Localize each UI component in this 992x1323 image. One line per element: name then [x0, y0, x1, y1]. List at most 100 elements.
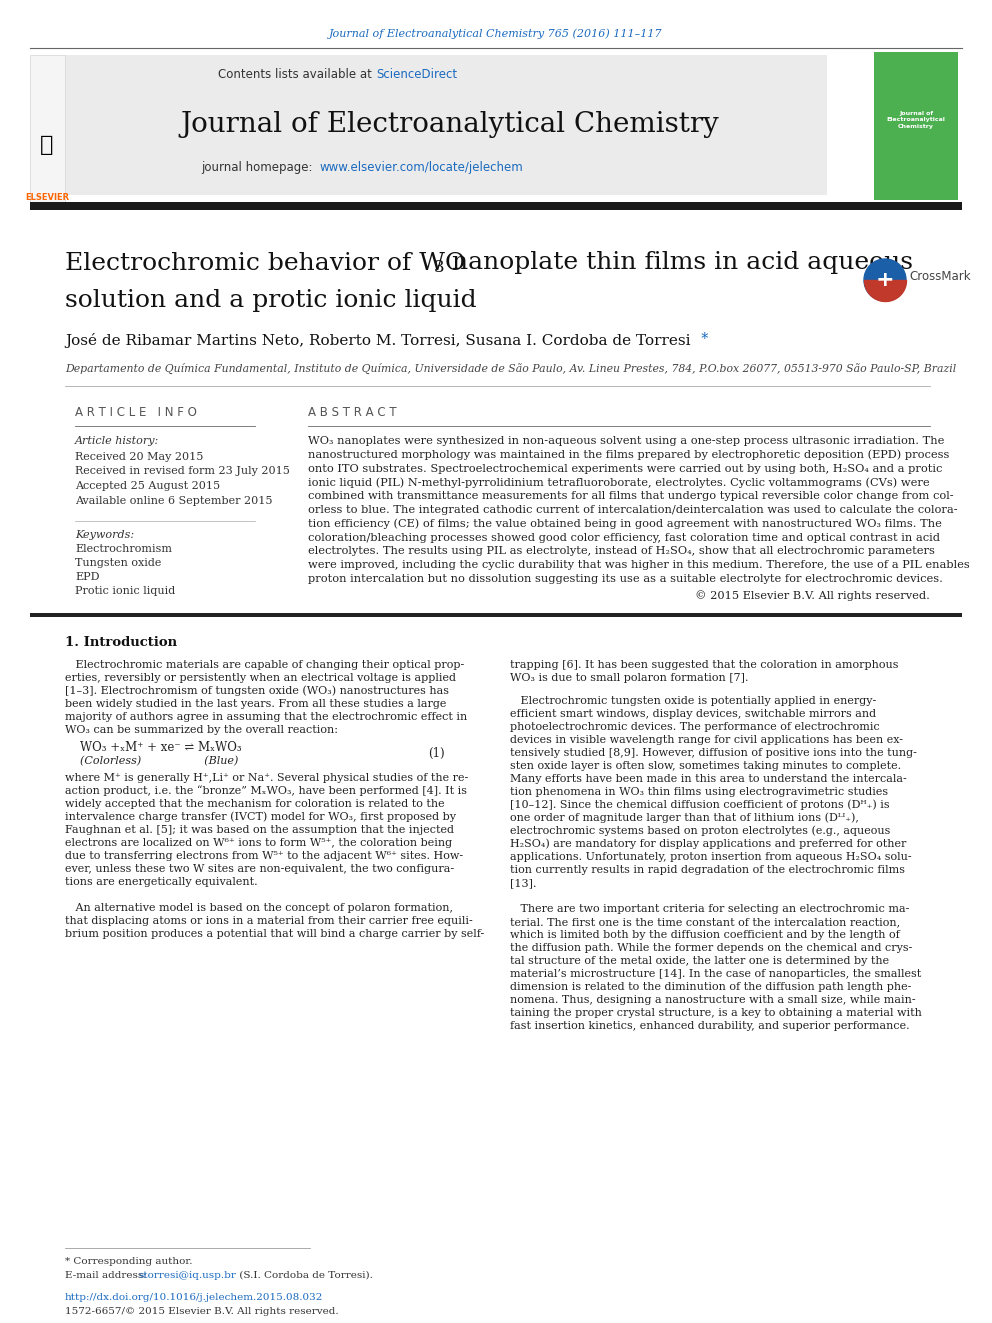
Text: that displacing atoms or ions in a material from their carrier free equili-: that displacing atoms or ions in a mater…	[65, 916, 473, 926]
FancyBboxPatch shape	[30, 56, 65, 205]
Text: 1572-6657/© 2015 Elsevier B.V. All rights reserved.: 1572-6657/© 2015 Elsevier B.V. All right…	[65, 1307, 338, 1315]
Text: ScienceDirect: ScienceDirect	[376, 69, 457, 82]
Text: majority of authors agree in assuming that the electrochromic effect in: majority of authors agree in assuming th…	[65, 712, 467, 722]
Text: tion phenomena in WO₃ thin films using electrogravimetric studies: tion phenomena in WO₃ thin films using e…	[510, 787, 888, 796]
Text: intervalence charge transfer (IVCT) model for WO₃, first proposed by: intervalence charge transfer (IVCT) mode…	[65, 811, 456, 822]
Text: ionic liquid (PIL) N-methyl-pyrrolidinium tetrafluoroborate, electrolytes. Cycli: ionic liquid (PIL) N-methyl-pyrrolidiniu…	[308, 478, 930, 488]
Text: Keywords:: Keywords:	[75, 531, 134, 540]
Text: ELSEVIER: ELSEVIER	[25, 193, 69, 202]
Text: www.elsevier.com/locate/jelechem: www.elsevier.com/locate/jelechem	[320, 161, 524, 175]
Text: [1–3]. Electrochromism of tungsten oxide (WO₃) nanostructures has: [1–3]. Electrochromism of tungsten oxide…	[65, 685, 449, 696]
Text: Received 20 May 2015: Received 20 May 2015	[75, 452, 203, 462]
Text: where M⁺ is generally H⁺,Li⁺ or Na⁺. Several physical studies of the re-: where M⁺ is generally H⁺,Li⁺ or Na⁺. Sev…	[65, 773, 468, 783]
Text: WO₃ +ₓM⁺ + xe⁻ ⇌ MₓWO₃: WO₃ +ₓM⁺ + xe⁻ ⇌ MₓWO₃	[80, 741, 242, 754]
Text: terial. The first one is the time constant of the intercalation reaction,: terial. The first one is the time consta…	[510, 917, 900, 927]
Text: H₂SO₄) are mandatory for display applications and preferred for other: H₂SO₄) are mandatory for display applica…	[510, 839, 907, 849]
Text: proton intercalation but no dissolution suggesting its use as a suitable electro: proton intercalation but no dissolution …	[308, 574, 942, 583]
Text: Tungsten oxide: Tungsten oxide	[75, 558, 162, 568]
Text: Journal of Electroanalytical Chemistry 765 (2016) 111–117: Journal of Electroanalytical Chemistry 7…	[329, 29, 663, 40]
Text: Electrochromic tungsten oxide is potentially applied in energy-: Electrochromic tungsten oxide is potenti…	[510, 696, 876, 705]
Text: tion efficiency (CE) of films; the value obtained being in good agreement with n: tion efficiency (CE) of films; the value…	[308, 519, 941, 529]
Text: devices in visible wavelength range for civil applications has been ex-: devices in visible wavelength range for …	[510, 734, 903, 745]
Text: http://dx.doi.org/10.1016/j.jelechem.2015.08.032: http://dx.doi.org/10.1016/j.jelechem.201…	[65, 1294, 323, 1303]
Text: 🌳: 🌳	[41, 135, 54, 155]
Text: electrolytes. The results using PIL as electrolyte, instead of H₂SO₄, show that : electrolytes. The results using PIL as e…	[308, 546, 934, 557]
Text: Departamento de Química Fundamental, Instituto de Química, Universidade de São P: Departamento de Química Fundamental, Ins…	[65, 363, 956, 373]
Circle shape	[864, 259, 906, 302]
Text: applications. Unfortunately, proton insertion from aqueous H₂SO₄ solu-: applications. Unfortunately, proton inse…	[510, 852, 912, 861]
Text: © 2015 Elsevier B.V. All rights reserved.: © 2015 Elsevier B.V. All rights reserved…	[695, 590, 930, 601]
Text: Article history:: Article history:	[75, 437, 160, 446]
Text: CrossMark: CrossMark	[909, 270, 970, 283]
Text: (Colorless)                  (Blue): (Colorless) (Blue)	[80, 755, 238, 766]
Text: WO₃ is due to small polaron formation [7].: WO₃ is due to small polaron formation [7…	[510, 673, 749, 683]
Text: orless to blue. The integrated cathodic current of intercalation/deintercalation: orless to blue. The integrated cathodic …	[308, 505, 957, 515]
Text: brium position produces a potential that will bind a charge carrier by self-: brium position produces a potential that…	[65, 929, 484, 939]
Text: coloration/bleaching processes showed good color efficiency, fast coloration tim: coloration/bleaching processes showed go…	[308, 533, 940, 542]
Text: tion currently results in rapid degradation of the electrochromic films: tion currently results in rapid degradat…	[510, 865, 905, 875]
Text: Journal of
Electroanalytical
Chemistry: Journal of Electroanalytical Chemistry	[887, 111, 945, 130]
Text: electrochromic systems based on proton electrolytes (e.g., aqueous: electrochromic systems based on proton e…	[510, 826, 891, 836]
Text: tensively studied [8,9]. However, diffusion of positive ions into the tung-: tensively studied [8,9]. However, diffus…	[510, 747, 917, 758]
Text: José de Ribamar Martins Neto, Roberto M. Torresi, Susana I. Cordoba de Torresi: José de Ribamar Martins Neto, Roberto M.…	[65, 332, 690, 348]
Text: A B S T R A C T: A B S T R A C T	[308, 406, 397, 419]
Text: been widely studied in the last years. From all these studies a large: been widely studied in the last years. F…	[65, 699, 446, 709]
Text: material’s microstructure [14]. In the case of nanoparticles, the smallest: material’s microstructure [14]. In the c…	[510, 968, 922, 979]
Text: were improved, including the cyclic durability that was higher in this medium. T: were improved, including the cyclic dura…	[308, 560, 970, 570]
Text: E-mail address:: E-mail address:	[65, 1270, 150, 1279]
Text: A R T I C L E   I N F O: A R T I C L E I N F O	[75, 406, 196, 419]
Text: nanoplate thin films in acid aqueous: nanoplate thin films in acid aqueous	[444, 251, 913, 274]
Text: Accepted 25 August 2015: Accepted 25 August 2015	[75, 482, 220, 491]
Text: erties, reversibly or persistently when an electrical voltage is applied: erties, reversibly or persistently when …	[65, 673, 456, 683]
Text: photoelectrochromic devices. The performance of electrochromic: photoelectrochromic devices. The perform…	[510, 722, 880, 732]
Text: onto ITO substrates. Spectroelectrochemical experiments were carried out by usin: onto ITO substrates. Spectroelectrochemi…	[308, 463, 942, 474]
Text: +: +	[876, 270, 895, 290]
Text: 3: 3	[434, 259, 444, 277]
Text: tions are energetically equivalent.: tions are energetically equivalent.	[65, 877, 258, 886]
Text: WO₃ can be summarized by the overall reaction:: WO₃ can be summarized by the overall rea…	[65, 725, 338, 734]
Text: Protic ionic liquid: Protic ionic liquid	[75, 586, 176, 595]
Text: Electrochromic behavior of WO: Electrochromic behavior of WO	[65, 251, 465, 274]
Text: solution and a protic ionic liquid: solution and a protic ionic liquid	[65, 290, 476, 312]
FancyBboxPatch shape	[30, 202, 962, 210]
FancyBboxPatch shape	[874, 52, 958, 200]
Text: efficient smart windows, display devices, switchable mirrors and: efficient smart windows, display devices…	[510, 709, 876, 718]
Text: the diffusion path. While the former depends on the chemical and crys-: the diffusion path. While the former dep…	[510, 943, 913, 953]
Text: Electrochromic materials are capable of changing their optical prop-: Electrochromic materials are capable of …	[65, 660, 464, 669]
Text: *: *	[697, 332, 708, 347]
Text: trapping [6]. It has been suggested that the coloration in amorphous: trapping [6]. It has been suggested that…	[510, 660, 899, 669]
Text: [13].: [13].	[510, 877, 537, 888]
Text: nomena. Thus, designing a nanostructure with a small size, while main-: nomena. Thus, designing a nanostructure …	[510, 995, 916, 1004]
Text: which is limited both by the diffusion coefficient and by the length of: which is limited both by the diffusion c…	[510, 930, 900, 939]
Text: nanostructured morphology was maintained in the films prepared by electrophoreti: nanostructured morphology was maintained…	[308, 450, 949, 460]
Text: widely accepted that the mechanism for coloration is related to the: widely accepted that the mechanism for c…	[65, 799, 444, 808]
Text: taining the proper crystal structure, is a key to obtaining a material with: taining the proper crystal structure, is…	[510, 1008, 922, 1017]
Text: one order of magnitude larger than that of lithium ions (Dᴸᴵ₊),: one order of magnitude larger than that …	[510, 812, 859, 823]
Text: fast insertion kinetics, enhanced durability, and superior performance.: fast insertion kinetics, enhanced durabi…	[510, 1021, 910, 1031]
Text: (1): (1)	[429, 747, 445, 761]
Text: journal homepage:: journal homepage:	[201, 161, 320, 175]
Text: ever, unless these two W sites are non-equivalent, the two configura-: ever, unless these two W sites are non-e…	[65, 864, 454, 873]
Text: (S.I. Cordoba de Torresi).: (S.I. Cordoba de Torresi).	[236, 1270, 373, 1279]
FancyBboxPatch shape	[30, 613, 962, 617]
Text: Electrochromism: Electrochromism	[75, 544, 172, 554]
Text: storresi@iq.usp.br: storresi@iq.usp.br	[138, 1270, 236, 1279]
FancyBboxPatch shape	[65, 56, 827, 194]
Text: Many efforts have been made in this area to understand the intercala-: Many efforts have been made in this area…	[510, 774, 907, 783]
Text: Available online 6 September 2015: Available online 6 September 2015	[75, 496, 273, 505]
Text: due to transferring electrons from W⁵⁺ to the adjacent W⁶⁺ sites. How-: due to transferring electrons from W⁵⁺ t…	[65, 851, 463, 861]
Text: dimension is related to the diminution of the diffusion path length phe-: dimension is related to the diminution o…	[510, 982, 912, 992]
Text: An alternative model is based on the concept of polaron formation,: An alternative model is based on the con…	[65, 902, 453, 913]
Text: action product, i.e. the “bronze” MₓWO₃, have been performed [4]. It is: action product, i.e. the “bronze” MₓWO₃,…	[65, 786, 467, 796]
Text: sten oxide layer is often slow, sometimes taking minutes to complete.: sten oxide layer is often slow, sometime…	[510, 761, 901, 771]
Text: 1. Introduction: 1. Introduction	[65, 636, 178, 650]
Text: * Corresponding author.: * Corresponding author.	[65, 1257, 192, 1266]
Text: [10–12]. Since the chemical diffusion coefficient of protons (Dᴴ₊) is: [10–12]. Since the chemical diffusion co…	[510, 799, 890, 810]
Text: Faughnan et al. [5]; it was based on the assumption that the injected: Faughnan et al. [5]; it was based on the…	[65, 824, 454, 835]
Text: tal structure of the metal oxide, the latter one is determined by the: tal structure of the metal oxide, the la…	[510, 955, 889, 966]
Text: Received in revised form 23 July 2015: Received in revised form 23 July 2015	[75, 467, 290, 476]
Text: electrons are localized on W⁶⁺ ions to form W⁵⁺, the coloration being: electrons are localized on W⁶⁺ ions to f…	[65, 837, 452, 848]
Text: combined with transmittance measurements for all films that undergo typical reve: combined with transmittance measurements…	[308, 491, 953, 501]
Text: There are two important criteria for selecting an electrochromic ma-: There are two important criteria for sel…	[510, 904, 910, 914]
Text: Contents lists available at: Contents lists available at	[218, 69, 376, 82]
